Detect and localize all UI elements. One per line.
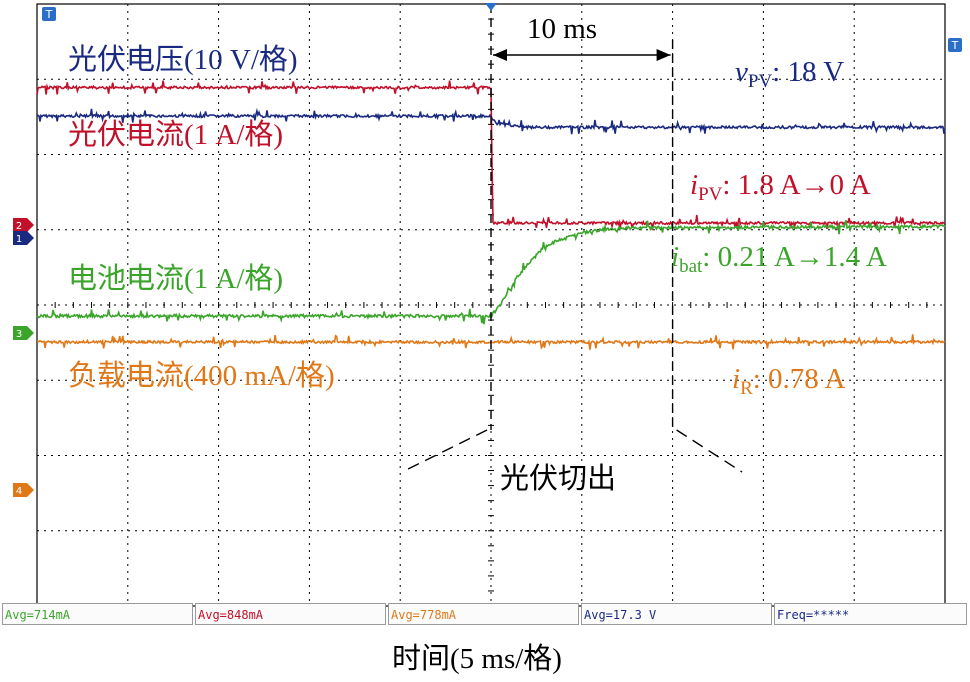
x-axis-label: 时间(5 ms/格) bbox=[392, 643, 562, 675]
ir-value: : 0.78 A bbox=[752, 363, 846, 395]
trigger-position-marker bbox=[485, 3, 497, 11]
time-span-label: 10 ms bbox=[527, 13, 598, 45]
measurement-ch1: Avg=17.3 V bbox=[581, 603, 772, 625]
measurement-ch3: Avg=714mA bbox=[2, 603, 193, 625]
ipv-value: : 1.8 A→0 A bbox=[722, 169, 871, 201]
ch3-marker-text: 3 bbox=[16, 329, 22, 340]
ch4-marker: 4 bbox=[13, 483, 34, 497]
span-arrow-head-right bbox=[656, 49, 671, 61]
channel-markers: 2 1 3 4 T T bbox=[13, 3, 962, 497]
ch4-marker-text: 4 bbox=[16, 486, 22, 497]
ch1-marker: 1 bbox=[13, 231, 34, 245]
event-pointer-left bbox=[401, 429, 488, 473]
ibat-symbol: i bbox=[671, 241, 680, 273]
vpv-value: : 18 V bbox=[772, 56, 845, 88]
ir-annotation: iR: 0.78 A bbox=[732, 363, 846, 399]
ir-subscript: R bbox=[740, 378, 753, 399]
event-label: 光伏切出 bbox=[500, 463, 617, 495]
vpv-annotation: vPV: 18 V bbox=[735, 56, 845, 92]
ibat-annotation: ibat: 0.21 A→1.4 A bbox=[671, 241, 887, 277]
measurement-ch2: Avg=848mA bbox=[195, 603, 386, 625]
svg-text:T: T bbox=[951, 39, 959, 52]
ch2-marker-text: 2 bbox=[16, 221, 22, 232]
trigger-level-marker: T bbox=[948, 38, 962, 52]
ch1-marker-text: 1 bbox=[16, 234, 22, 245]
traces bbox=[36, 4, 946, 473]
pv-voltage-label: 光伏电压(10 V/格) bbox=[68, 44, 298, 76]
vpv-subscript: PV bbox=[747, 71, 773, 92]
ibat-subscript: bat bbox=[679, 256, 703, 277]
trigger-time-marker: T bbox=[42, 7, 56, 21]
ipv-symbol: i bbox=[690, 169, 699, 201]
ipv-subscript: PV bbox=[698, 184, 723, 205]
ipv-annotation: iPV: 1.8 A→0 A bbox=[690, 169, 871, 205]
measurement-ch4: Avg=778mA bbox=[388, 603, 579, 625]
load-current-label: 负载电流(400 mA/格) bbox=[68, 360, 335, 392]
span-arrow-head-left bbox=[493, 49, 507, 61]
ir-symbol: i bbox=[732, 363, 741, 395]
pv-current-label: 光伏电流(1 A/格) bbox=[68, 119, 284, 151]
vpv-symbol: v bbox=[735, 56, 748, 88]
measurement-freq: Freq=***** bbox=[774, 603, 967, 625]
ch3-marker: 3 bbox=[13, 326, 34, 340]
event-pointer-right bbox=[676, 429, 743, 473]
ch2-marker: 2 bbox=[13, 218, 34, 232]
ibat-value: : 0.21 A→1.4 A bbox=[702, 241, 887, 273]
svg-text:T: T bbox=[45, 8, 53, 21]
battery-current-label: 电池电流(1 A/格) bbox=[68, 263, 284, 295]
